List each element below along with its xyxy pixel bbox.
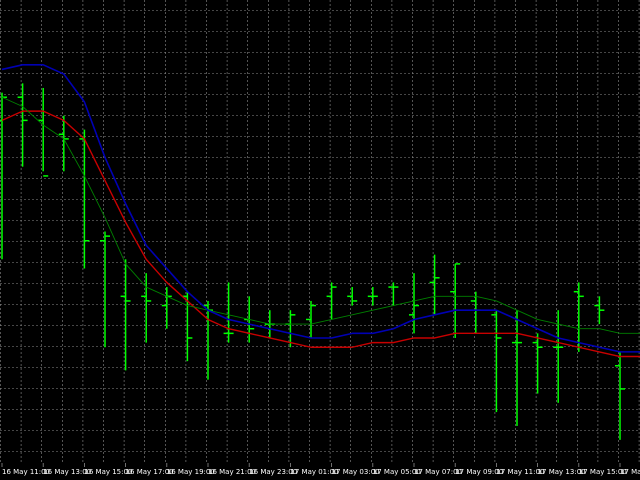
ohlc-bar — [58, 115, 69, 172]
ohlc-bar — [306, 300, 316, 338]
ohlc-bar — [326, 282, 337, 320]
x-tick-label: 17 May 15:00 — [579, 468, 627, 476]
ohlc-bar — [429, 254, 440, 315]
x-tick-label: 17 May 13:00 — [538, 468, 586, 476]
x-tick-label: 17 May 17:00 — [620, 468, 640, 476]
ohlc-bar — [553, 310, 564, 403]
ohlc-bar — [17, 83, 28, 167]
x-tick-label: 16 May 13:00 — [43, 468, 91, 476]
ohlc-bar — [100, 231, 110, 348]
ohlc-bar — [512, 310, 522, 426]
ma-line-blue — [1, 64, 640, 353]
x-tick-label: 17 May 07:00 — [414, 468, 462, 476]
x-tick-label: 16 May 21:00 — [208, 468, 256, 476]
ohlc-bar — [450, 263, 461, 338]
x-tick-label: 16 May 23:00 — [249, 468, 297, 476]
x-tick-label: 16 May 17:00 — [126, 468, 174, 476]
ohlc-bar — [367, 287, 378, 306]
grid — [0, 0, 640, 463]
ohlc-bar — [409, 273, 419, 334]
indicator-lines — [1, 64, 640, 358]
ohlc-bar — [120, 259, 131, 371]
x-tick-label: 16 May 15:00 — [84, 468, 132, 476]
ohlc-bar — [573, 282, 584, 352]
ohlc-bar — [532, 333, 543, 394]
ohlc-bar — [38, 87, 49, 177]
ohlc-bar — [141, 273, 152, 343]
ma-line-red — [1, 110, 640, 358]
x-tick-label: 16 May 11:00 — [2, 468, 50, 476]
ohlc-bar — [388, 282, 399, 306]
x-tick-label: 17 May 11:00 — [496, 468, 544, 476]
x-tick-label: 16 May 19:00 — [167, 468, 215, 476]
ma-line-green — [1, 96, 640, 334]
x-tick-label: 17 May 03:00 — [332, 468, 380, 476]
ohlc-bar — [223, 282, 234, 343]
ohlc-bar — [347, 287, 358, 306]
ohlc-bar — [491, 310, 502, 413]
x-tick-label: 17 May 01:00 — [290, 468, 338, 476]
ohlc-bars — [0, 83, 625, 440]
ohlc-bar — [615, 351, 625, 440]
x-tick-label: 17 May 05:00 — [373, 468, 421, 476]
x-tick-label: 17 May 09:00 — [455, 468, 503, 476]
ohlc-bar — [594, 296, 605, 325]
